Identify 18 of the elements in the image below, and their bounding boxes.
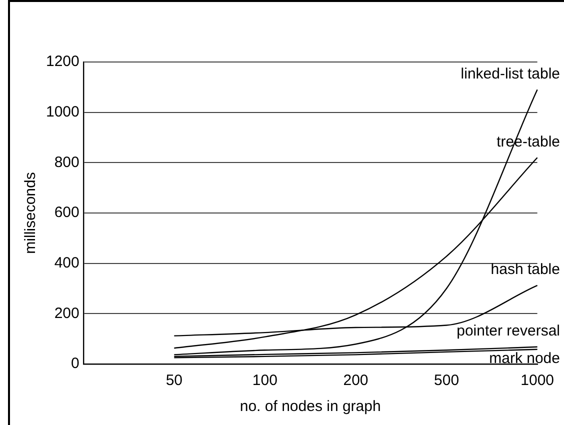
y-tick-label: 1000 [46,103,80,120]
x-tick-label: 200 [343,372,368,390]
series-label: linked-list table [460,65,560,82]
y-tick-label: 1200 [46,53,80,70]
x-tick-label: 50 [166,372,182,390]
y-tick-label: 0 [71,355,80,372]
series-label: mark node [489,350,560,368]
x-axis-title: no. of nodes in graph [240,398,381,416]
x-tick-label: 100 [252,372,278,390]
y-tick-label: 600 [54,204,80,222]
y-tick-label: 800 [54,154,80,171]
y-axis-title: milliseconds [22,172,40,254]
series-label: pointer reversal [456,322,560,340]
y-tick-label: 400 [54,254,80,272]
x-tick-label: 500 [434,372,460,390]
series-label: hash table [490,261,560,278]
y-tick-label: 200 [54,304,80,322]
x-tick-label: 1000 [520,372,554,390]
